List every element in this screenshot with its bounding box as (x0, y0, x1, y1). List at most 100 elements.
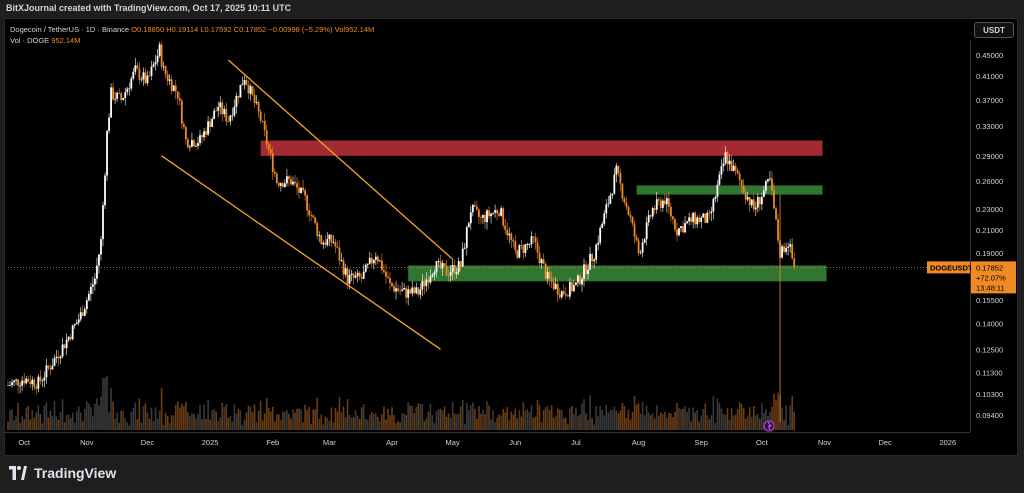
symbol-title[interactable]: Dogecoin / TetherUS · 1D · Binance (10, 25, 130, 34)
volume-bar (344, 417, 347, 430)
volume-bar (538, 404, 541, 430)
x-axis-labels: Oct Nov Dec 2025 Feb Mar Apr May Jun Jul Aug Sep Oct… (18, 438, 956, 447)
candle-body (423, 281, 426, 287)
candle (89, 282, 92, 302)
channel-layer (161, 59, 454, 350)
tradingview-brand[interactable]: TradingView (8, 463, 116, 483)
price-tag: DOGEUSDT 0.17852+72.07%13:48:11 (927, 261, 1016, 294)
candle-body (39, 376, 42, 381)
candle-body (514, 241, 517, 251)
candle-body (627, 207, 630, 215)
candle (39, 370, 42, 385)
volume-bar (11, 409, 13, 430)
volume-bar (496, 417, 498, 430)
volume-bar (223, 406, 226, 430)
candle (364, 263, 367, 273)
volume-bar (300, 409, 302, 430)
candle-body (413, 287, 416, 294)
volume-bar (267, 408, 270, 430)
candle (358, 270, 361, 281)
candle (532, 236, 535, 244)
candle (144, 67, 147, 85)
volume-bar (15, 416, 17, 430)
candle (306, 193, 309, 217)
volume-bar (399, 422, 401, 430)
candle-body (516, 250, 519, 258)
candle-body (605, 204, 608, 214)
volume-bar (759, 418, 761, 430)
candle-body (49, 367, 52, 370)
candle (91, 276, 94, 295)
candle-body (360, 276, 363, 279)
volume-bar (763, 412, 765, 430)
candle (387, 271, 389, 279)
volume-bar (621, 402, 624, 430)
volume-bar (88, 403, 90, 430)
volume-bar (336, 411, 339, 430)
candle (188, 144, 191, 152)
candle (389, 272, 391, 291)
candle-body (716, 184, 719, 197)
alert-icon[interactable] (763, 420, 775, 432)
volume-bar (670, 413, 672, 430)
volume-bar (587, 419, 589, 430)
candle (298, 180, 300, 199)
candle-body (235, 95, 238, 107)
time-axis[interactable] (4, 432, 970, 453)
volume-bar (294, 412, 296, 430)
candle-body (720, 166, 723, 175)
candle-body (389, 277, 391, 284)
y-tick-label: 0.26000 (976, 177, 1003, 186)
volume-bar (403, 413, 405, 430)
candle-body (407, 289, 410, 298)
candle-body (312, 215, 315, 218)
candle-body (247, 85, 250, 94)
candle-body (263, 120, 266, 131)
volume-bar (245, 412, 248, 430)
candle (704, 212, 707, 224)
candle-body (31, 379, 34, 385)
currency-button[interactable]: USDT (974, 22, 1014, 38)
candle (81, 305, 84, 317)
candle-body (65, 339, 68, 349)
candle (118, 88, 121, 94)
candle (722, 157, 725, 172)
candle-body (631, 217, 634, 224)
candle (138, 62, 141, 85)
volume-bar (148, 418, 151, 430)
volume-bar (597, 416, 599, 430)
candle (494, 204, 496, 218)
candle-body (754, 207, 757, 210)
volume-bar (417, 403, 420, 430)
candle (631, 216, 634, 227)
volume-bar (92, 416, 94, 430)
volume-bar (447, 413, 450, 430)
y-tick-label: 0.19000 (976, 249, 1003, 258)
candle-body (773, 190, 775, 209)
candle-body (59, 356, 62, 359)
candle-body (51, 365, 54, 370)
volume-label[interactable]: Vol · DOGE (10, 36, 50, 45)
candle (605, 198, 608, 219)
candle-body (419, 289, 422, 295)
volume-bar (730, 408, 733, 430)
credit-text: BitXJournal created with TradingView.com… (6, 3, 292, 13)
candle-body (399, 290, 401, 292)
price-axis[interactable] (970, 40, 1019, 432)
candle (425, 272, 428, 292)
volume-bar (318, 418, 321, 430)
candle-body (227, 121, 230, 123)
volume-bar (569, 407, 571, 430)
volume-bar (379, 421, 381, 430)
candle-body (595, 244, 598, 260)
candle (552, 276, 555, 292)
candle-body (486, 210, 488, 223)
candle (465, 225, 468, 256)
candle-body (340, 260, 343, 261)
candle (122, 97, 125, 101)
candle-body (482, 215, 484, 218)
candle-body (304, 190, 307, 196)
candle (160, 41, 163, 70)
volume-bar (178, 407, 181, 430)
